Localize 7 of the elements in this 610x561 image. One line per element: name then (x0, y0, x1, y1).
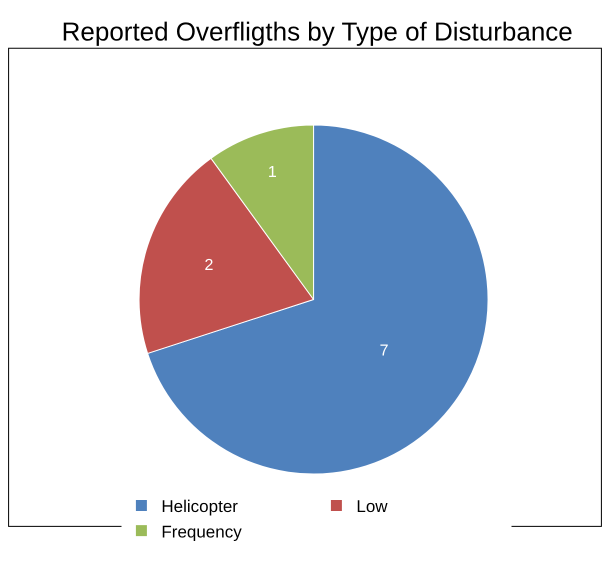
chart-title: Reported Overfligths by Type of Disturbance (62, 16, 573, 47)
data-label: 1 (268, 164, 277, 182)
legend-label: Helicopter (161, 497, 238, 516)
legend-label: Frequency (161, 522, 242, 542)
data-label: 2 (204, 257, 214, 274)
legend-label: Low (356, 497, 388, 516)
data-label: 7 (380, 342, 389, 360)
